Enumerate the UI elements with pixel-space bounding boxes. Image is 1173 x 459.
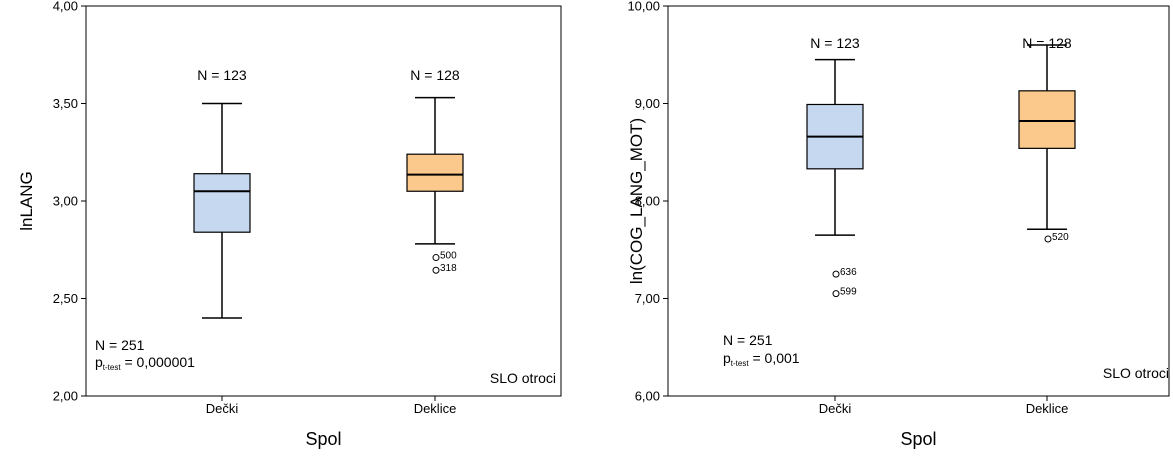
outlier-label: 636 (840, 267, 857, 278)
y-tick-label: 6,00 (635, 389, 660, 404)
outlier-point (432, 254, 440, 262)
y-tick-label: 7,00 (635, 291, 660, 306)
total-n-note: N = 251 (95, 337, 145, 353)
y-tick-label: 3,00 (53, 194, 78, 209)
outlier-label: 500 (440, 251, 457, 262)
y-tick-label: 2,00 (53, 389, 78, 404)
x-tick-label: Deklice (1026, 401, 1069, 416)
outlier-point (1044, 235, 1052, 243)
x-axis-label: Spol (305, 429, 341, 449)
y-tick-label: 3,50 (53, 96, 78, 111)
y-axis-label: lnLANG (17, 171, 36, 231)
x-tick-label: Deklice (414, 401, 457, 416)
outlier-label: 599 (840, 287, 857, 298)
boxplot-panel-1: 2,00 2,50 3,00 3,50 4,00 lnLANG Dečki Deklice Sp… (17, 0, 562, 449)
x-tick-label: Dečki (819, 401, 852, 416)
box-group-1: 636 599 N = 123 (806, 35, 864, 298)
outlier-label: 520 (1052, 232, 1069, 243)
region-label: SLO otroci (1103, 365, 1169, 381)
group-n-label: N = 123 (810, 35, 860, 51)
iqr-box (1018, 90, 1076, 149)
iqr-box (193, 173, 251, 233)
x-axis-label: Spol (900, 429, 936, 449)
y-tick-label: 8,00 (635, 194, 660, 209)
p-value-note: pt-test = 0,000001 (95, 354, 195, 372)
group-n-label: N = 128 (1022, 35, 1072, 51)
outlier-point (432, 266, 440, 274)
p-value-note: pt-test = 0,001 (723, 350, 800, 368)
boxplot-panel-2: 6,00 7,00 8,00 9,00 10,00 ln(COG_LANG_MOT) Deč… (627, 0, 1170, 449)
outlier-point (832, 270, 840, 278)
y-tick-label: 9,00 (635, 96, 660, 111)
x-tick-label: Dečki (206, 401, 239, 416)
y-tick-label: 4,00 (53, 0, 78, 14)
region-label: SLO otroci (490, 370, 556, 386)
y-axis-label: ln(COG_LANG_MOT) (627, 118, 646, 284)
box-group-2: 520 N = 128 (1018, 35, 1076, 243)
outlier-point (832, 290, 840, 298)
iqr-box (406, 153, 464, 192)
plot-frame (85, 5, 562, 397)
box-group-1: N = 123 (193, 67, 251, 319)
y-tick-label: 2,50 (53, 291, 78, 306)
total-n-note: N = 251 (723, 332, 773, 348)
outlier-label: 318 (440, 263, 457, 274)
group-n-label: N = 128 (410, 67, 460, 83)
group-n-label: N = 123 (197, 67, 247, 83)
y-tick-label: 10,00 (627, 0, 660, 14)
